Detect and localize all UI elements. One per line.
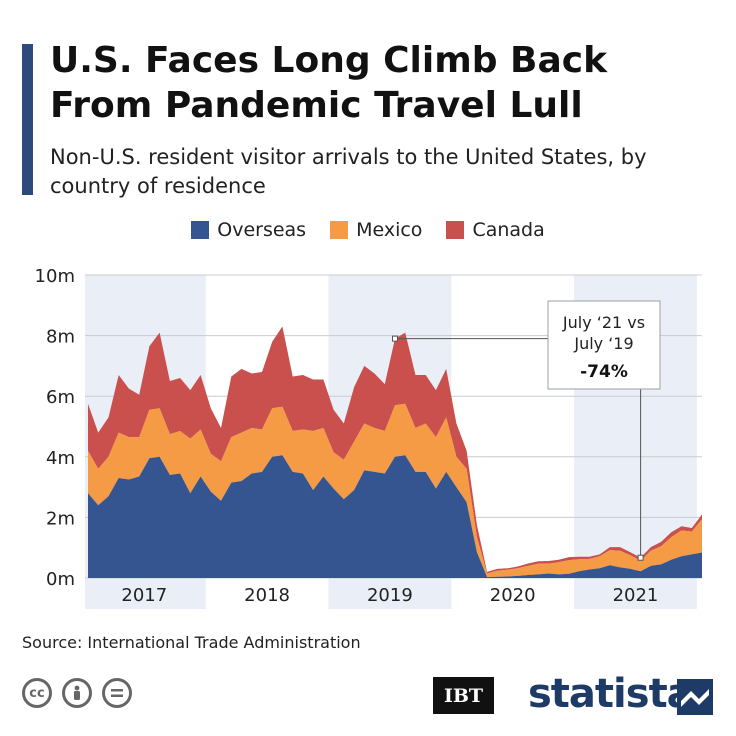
legend-item-mexico: Mexico <box>330 219 422 241</box>
x-year-label-2018: 2018 <box>244 585 290 606</box>
license-icons: cc <box>22 678 132 708</box>
y-tick-label: 4m <box>46 448 75 469</box>
page-title: U.S. Faces Long Climb Back From Pandemic… <box>50 40 608 126</box>
x-year-label-2017: 2017 <box>121 585 167 606</box>
y-tick-label: 2m <box>46 508 75 529</box>
person-icon[interactable] <box>62 678 92 708</box>
y-tick-label: 0m <box>46 569 75 590</box>
cc-icon[interactable]: cc <box>22 678 52 708</box>
legend-item-canada: Canada <box>446 219 545 241</box>
legend-item-overseas: Overseas <box>191 219 306 241</box>
source-note: Source: International Trade Administrati… <box>22 633 361 652</box>
stacked-area-chart: 0m 2m 4m 6m 8m 10m 2017 2018 2019 2020 2021 July ‘2… <box>35 266 702 609</box>
legend-label-overseas: Overseas <box>217 219 307 241</box>
annotation-marker-2021 <box>637 554 644 561</box>
x-year-label-2019: 2019 <box>367 585 413 606</box>
annotation-value: -74% <box>580 362 628 382</box>
legend-swatch-canada <box>446 221 465 239</box>
area-canada <box>88 326 702 574</box>
y-tick-label: 10m <box>35 266 75 287</box>
page-subtitle: Non-U.S. resident visitor arrivals to th… <box>50 145 647 198</box>
legend-swatch-overseas <box>191 221 210 239</box>
y-tick-label: 8m <box>46 327 75 348</box>
legend-swatch-mexico <box>330 221 349 239</box>
ibt-logo[interactable]: IBT <box>433 677 494 714</box>
annotation-line-2: July ‘19 <box>573 334 633 353</box>
area-mexico <box>88 403 702 578</box>
x-year-label-2021: 2021 <box>613 585 659 606</box>
accent-bar <box>22 44 33 195</box>
statista-logo-icon <box>677 679 713 715</box>
equals-icon[interactable] <box>102 678 132 708</box>
x-year-label-2020: 2020 <box>490 585 536 606</box>
annotation-marker-2019 <box>392 335 398 342</box>
annotation-box <box>547 300 661 390</box>
legend-label-mexico: Mexico <box>356 219 423 241</box>
statista-logo[interactable]: statista <box>528 671 694 717</box>
chart-legend: Overseas Mexico Canada <box>0 219 736 241</box>
legend-label-canada: Canada <box>472 219 545 241</box>
area-overseas <box>88 455 702 578</box>
y-tick-label: 6m <box>46 387 75 408</box>
annotation-line-1: July ‘21 vs <box>562 313 645 332</box>
